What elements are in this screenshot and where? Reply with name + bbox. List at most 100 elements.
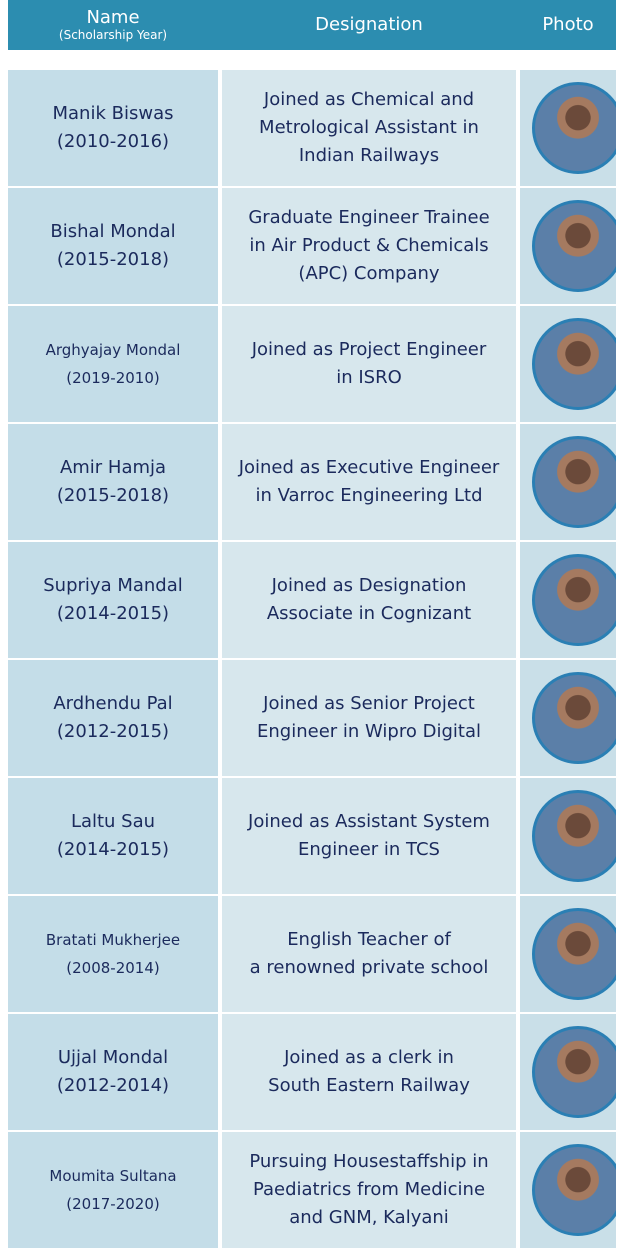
designation-cell: Joined as Chemical and Metrological Assis… (222, 70, 516, 186)
name-line: (2010-2016) (56, 131, 170, 152)
name-line: Laltu Sau (70, 811, 156, 832)
name-line: (2012-2014) (56, 1075, 170, 1096)
name-line: (2015-2018) (56, 485, 170, 506)
designation-line: and GNM, Kalyani (289, 1207, 449, 1228)
designation-cell: Joined as Assistant System Engineer in TC… (222, 778, 516, 894)
photo (532, 790, 616, 882)
name-line: Ujjal Mondal (57, 1047, 169, 1068)
designation-cell: Joined as Senior Project Engineer in Wipr… (222, 660, 516, 776)
designation-line: Joined as Executive Engineer (238, 457, 500, 478)
header-name-cell: Name (Scholarship Year) (8, 0, 218, 50)
name-line: (2015-2018) (56, 249, 170, 270)
photo (532, 436, 616, 528)
designation-line: in Varroc Engineering Ltd (255, 485, 483, 506)
name-cell: Supriya Mandal (2014-2015) (8, 542, 218, 658)
name-line: (2014-2015) (56, 839, 170, 860)
table-row: Bratati Mukherjee (2008-2014) English Teac… (8, 896, 616, 1012)
photo (532, 200, 616, 292)
table-row: Ujjal Mondal (2012-2014) Joined as a clerk… (8, 1014, 616, 1130)
table-row: Moumita Sultana (2017-2020) Pursuing House… (8, 1132, 616, 1248)
designation-cell: Graduate Engineer Trainee in Air Product … (222, 188, 516, 304)
name-line: Ardhendu Pal (53, 693, 173, 714)
table-header: Name (Scholarship Year) Designation Phot… (8, 0, 616, 50)
photo (532, 908, 616, 1000)
designation-cell: Joined as Project Engineer in ISRO (222, 306, 516, 422)
designation-line: Metrological Assistant in (259, 117, 479, 138)
name-cell: Ardhendu Pal (2012-2015) (8, 660, 218, 776)
designation-line: Joined as Project Engineer (251, 339, 487, 360)
name-cell: Bratati Mukherjee (2008-2014) (8, 896, 218, 1012)
table-row: Arghyajay Mondal (2019-2010) Joined as Pro… (8, 306, 616, 422)
designation-line: in ISRO (336, 367, 402, 388)
name-cell: Bishal Mondal (2015-2018) (8, 188, 218, 304)
designation-line: Joined as Chemical and (263, 89, 475, 110)
designation-line: South Eastern Railway (268, 1075, 470, 1096)
header-name-sub: (Scholarship Year) (58, 27, 168, 42)
name-line: (2014-2015) (56, 603, 170, 624)
photo (532, 672, 616, 764)
name-cell: Manik Biswas (2010-2016) (8, 70, 218, 186)
name-cell: Amir Hamja (2015-2018) (8, 424, 218, 540)
designation-line: in Air Product & Chemicals (249, 235, 489, 256)
photo-cell (520, 306, 616, 422)
photo-cell (520, 70, 616, 186)
table-row: Ardhendu Pal (2012-2015) Joined as Senior … (8, 660, 616, 776)
header-photo-cell: Photo (520, 0, 616, 50)
header-name: Name (86, 6, 140, 28)
name-line: Manik Biswas (52, 103, 174, 124)
photo-cell (520, 660, 616, 776)
photo (532, 1026, 616, 1118)
designation-line: Pursuing Housestaffship in (249, 1151, 489, 1172)
table-row: Laltu Sau (2014-2015) Joined as Assistant … (8, 778, 616, 894)
name-line: Amir Hamja (59, 457, 167, 478)
name-line: Arghyajay Mondal (45, 341, 181, 359)
designation-line: (APC) Company (298, 263, 440, 284)
designation-cell: Joined as Designation Associate in Cogniz… (222, 542, 516, 658)
designation-cell: English Teacher of a renowned private sch… (222, 896, 516, 1012)
designation-line: a renowned private school (249, 957, 489, 978)
name-cell: Arghyajay Mondal (2019-2010) (8, 306, 218, 422)
name-line: Supriya Mandal (43, 575, 183, 596)
table-row: Manik Biswas (2010-2016) Joined as Chemica… (8, 70, 616, 186)
designation-line: Joined as a clerk in (284, 1047, 454, 1068)
photo-cell (520, 778, 616, 894)
name-cell: Moumita Sultana (2017-2020) (8, 1132, 218, 1248)
photo (532, 318, 616, 410)
table-row: Amir Hamja (2015-2018) Joined as Executive… (8, 424, 616, 540)
name-line: Moumita Sultana (49, 1167, 177, 1185)
name-line: (2017-2020) (66, 1195, 160, 1213)
designation-line: Joined as Assistant System (248, 811, 490, 832)
photo-cell (520, 896, 616, 1012)
photo-cell (520, 542, 616, 658)
photo-cell (520, 1132, 616, 1248)
designation-line: Paediatrics from Medicine (252, 1179, 486, 1200)
photo-cell (520, 424, 616, 540)
designation-line: Engineer in TCS (298, 839, 440, 860)
photo-cell (520, 1014, 616, 1130)
name-line: (2019-2010) (66, 369, 160, 387)
table-row: Bishal Mondal (2015-2018) Graduate Enginee… (8, 188, 616, 304)
designation-line: Indian Railways (298, 145, 440, 166)
designation-line: English Teacher of (287, 929, 451, 950)
name-line: Bratati Mukherjee (45, 931, 181, 949)
header-designation-cell: Designation (222, 0, 516, 50)
photo-cell (520, 188, 616, 304)
designation-line: Graduate Engineer Trainee (248, 207, 490, 228)
designation-cell: Pursuing Housestaffship in Paediatrics fr… (222, 1132, 516, 1248)
designation-line: Joined as Designation (271, 575, 467, 596)
designation-cell: Joined as Executive Engineer in Varroc En… (222, 424, 516, 540)
designation-cell: Joined as a clerk in South Eastern Railwa… (222, 1014, 516, 1130)
photo (532, 82, 616, 174)
name-cell: Laltu Sau (2014-2015) (8, 778, 218, 894)
name-line: Bishal Mondal (50, 221, 176, 242)
name-cell: Ujjal Mondal (2012-2014) (8, 1014, 218, 1130)
header-designation: Designation (315, 14, 423, 35)
header-photo: Photo (542, 14, 594, 35)
designation-line: Associate in Cognizant (266, 603, 472, 624)
photo (532, 1144, 616, 1236)
designation-line: Joined as Senior Project (263, 693, 475, 714)
name-line: (2012-2015) (56, 721, 170, 742)
photo (532, 554, 616, 646)
name-line: (2008-2014) (66, 959, 160, 977)
